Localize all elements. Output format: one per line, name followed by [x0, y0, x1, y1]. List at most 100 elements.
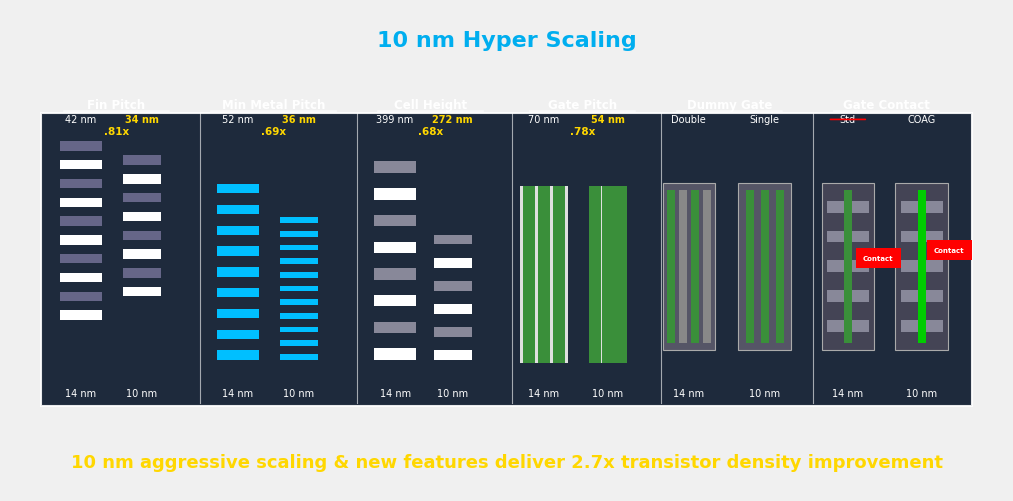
Bar — [827, 231, 869, 243]
Text: 14 nm: 14 nm — [223, 388, 253, 398]
Bar — [123, 193, 161, 203]
Bar — [280, 259, 318, 265]
Bar — [60, 142, 102, 151]
Bar — [827, 201, 869, 213]
Bar — [60, 255, 102, 264]
Bar — [703, 190, 711, 343]
Bar — [123, 175, 161, 184]
Bar — [217, 309, 259, 319]
Text: 10 nm: 10 nm — [750, 388, 780, 398]
Bar — [280, 273, 318, 278]
Bar — [374, 242, 416, 254]
Text: 10 nm aggressive scaling & new features deliver 2.7x transistor density improvem: 10 nm aggressive scaling & new features … — [71, 453, 942, 471]
Bar — [60, 235, 102, 245]
Bar — [217, 289, 259, 298]
Bar — [663, 183, 715, 350]
Text: Fin Pitch: Fin Pitch — [87, 99, 146, 112]
Bar — [679, 190, 687, 343]
Bar — [434, 281, 472, 291]
Text: 54 nm: 54 nm — [591, 115, 625, 125]
Bar — [761, 190, 769, 343]
Text: .81x: .81x — [104, 127, 129, 137]
Text: Cell Height: Cell Height — [394, 99, 467, 112]
Text: .69x: .69x — [261, 127, 286, 137]
Text: 399 nm: 399 nm — [377, 115, 413, 125]
Text: COAG: COAG — [908, 115, 936, 125]
Bar — [901, 291, 943, 302]
Bar — [280, 245, 318, 251]
Bar — [827, 291, 869, 302]
Bar — [374, 296, 416, 307]
Bar — [123, 212, 161, 221]
Text: Double: Double — [672, 115, 706, 125]
Bar — [217, 268, 259, 277]
Bar — [901, 261, 943, 273]
Bar — [374, 269, 416, 280]
Bar — [60, 179, 102, 189]
Bar — [280, 231, 318, 237]
Bar — [60, 161, 102, 170]
Bar — [60, 217, 102, 226]
Bar — [844, 190, 852, 343]
Bar — [123, 231, 161, 240]
Bar — [434, 304, 472, 314]
Bar — [602, 187, 614, 363]
Bar — [523, 187, 535, 363]
Text: 10 nm: 10 nm — [907, 388, 937, 398]
Bar — [280, 341, 318, 346]
Text: 70 nm: 70 nm — [529, 115, 559, 125]
Bar — [776, 190, 784, 343]
Bar — [434, 235, 472, 245]
Bar — [538, 187, 550, 363]
Text: 14 nm: 14 nm — [529, 388, 559, 398]
Text: Std: Std — [840, 115, 856, 125]
Bar — [123, 269, 161, 278]
Bar — [901, 231, 943, 243]
Text: 34 nm: 34 nm — [125, 115, 159, 125]
Bar — [60, 198, 102, 207]
FancyBboxPatch shape — [41, 114, 972, 407]
Bar — [895, 183, 948, 350]
Bar — [434, 258, 472, 268]
Bar — [589, 187, 627, 363]
Bar — [280, 327, 318, 333]
Text: 10 nm: 10 nm — [127, 388, 157, 398]
Text: 14 nm: 14 nm — [674, 388, 704, 398]
Bar — [434, 350, 472, 360]
Text: 272 nm: 272 nm — [433, 115, 473, 125]
Bar — [217, 205, 259, 214]
Bar — [691, 190, 699, 343]
Bar — [280, 313, 318, 319]
Bar — [280, 218, 318, 223]
Text: 14 nm: 14 nm — [380, 388, 410, 398]
Bar — [738, 183, 791, 350]
Bar — [827, 320, 869, 332]
Text: 10 nm Hyper Scaling: 10 nm Hyper Scaling — [377, 31, 636, 51]
Bar — [827, 261, 869, 273]
Bar — [901, 201, 943, 213]
Bar — [374, 215, 416, 227]
Bar — [667, 190, 675, 343]
Bar — [434, 327, 472, 337]
Bar — [901, 320, 943, 332]
Bar — [217, 351, 259, 360]
Bar — [123, 250, 161, 259]
Text: 36 nm: 36 nm — [282, 115, 316, 125]
Bar — [217, 184, 259, 194]
Bar — [123, 156, 161, 165]
Bar — [280, 286, 318, 292]
Text: 10 nm: 10 nm — [284, 388, 314, 398]
Text: 42 nm: 42 nm — [66, 115, 96, 125]
Bar — [280, 354, 318, 360]
Text: .68x: .68x — [418, 127, 443, 137]
Bar — [217, 247, 259, 256]
Bar — [280, 300, 318, 306]
Text: 52 nm: 52 nm — [223, 115, 253, 125]
Text: Dummy Gate: Dummy Gate — [687, 99, 772, 112]
Bar — [374, 189, 416, 200]
Bar — [123, 288, 161, 297]
Bar — [520, 187, 568, 363]
Bar — [374, 162, 416, 173]
Bar — [746, 190, 754, 343]
Bar — [60, 273, 102, 283]
